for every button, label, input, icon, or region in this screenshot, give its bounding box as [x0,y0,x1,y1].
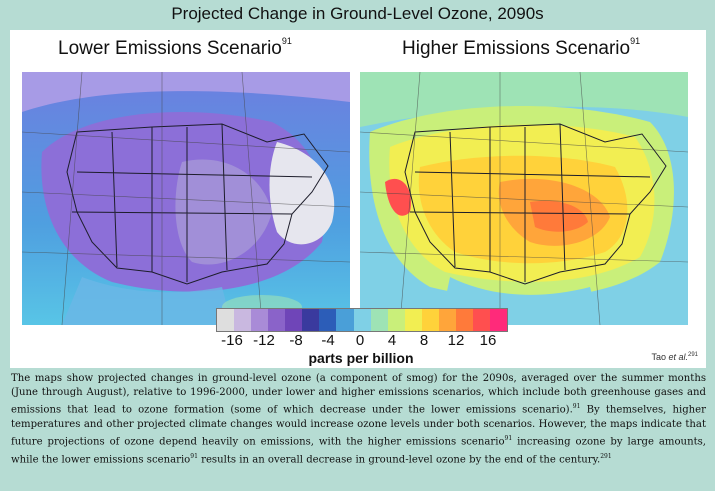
source-credit: Tao et al.291 [651,352,698,362]
color-swatch [455,309,473,331]
color-swatch [472,309,490,331]
color-scale-tick-label: 16 [479,332,497,349]
color-swatch [438,309,456,331]
color-swatch [302,309,320,331]
color-scale-tick-label: 4 [387,332,397,349]
color-swatch [490,309,508,331]
color-swatch [336,309,354,331]
color-scale-tick-label: -4 [321,332,335,349]
lower-emissions-map [22,72,350,325]
color-scale-tick-label: 12 [447,332,465,349]
color-swatch [421,309,439,331]
higher-emissions-map-image [360,72,688,325]
figure-title: Projected Change in Ground-Level Ozone, … [171,4,544,23]
color-swatch [319,309,337,331]
color-scale-tick-label: -16 [221,332,243,349]
color-scale-tick-label: -12 [253,332,275,349]
color-scale-tick-label: 0 [355,332,365,349]
color-swatch [285,309,303,331]
color-swatch [251,309,269,331]
color-swatch [387,309,405,331]
map-panel: Lower Emissions Scenario91 Higher Emissi… [10,30,706,368]
color-scale-bar [216,308,508,332]
lower-emissions-map-image [22,72,350,325]
color-swatch [353,309,371,331]
color-swatch [217,309,235,331]
color-swatch [370,309,388,331]
color-swatch [268,309,286,331]
figure-caption: The maps show projected changes in groun… [11,373,707,466]
higher-emissions-map [360,72,688,325]
right-map-title: Higher Emissions Scenario91 [402,36,641,59]
color-swatch [234,309,252,331]
color-scale-tick-label: -8 [289,332,303,349]
color-scale-tick-label: 8 [419,332,429,349]
color-swatch [404,309,422,331]
color-scale-unit: parts per billion [308,350,414,366]
left-map-title: Lower Emissions Scenario91 [58,36,292,59]
